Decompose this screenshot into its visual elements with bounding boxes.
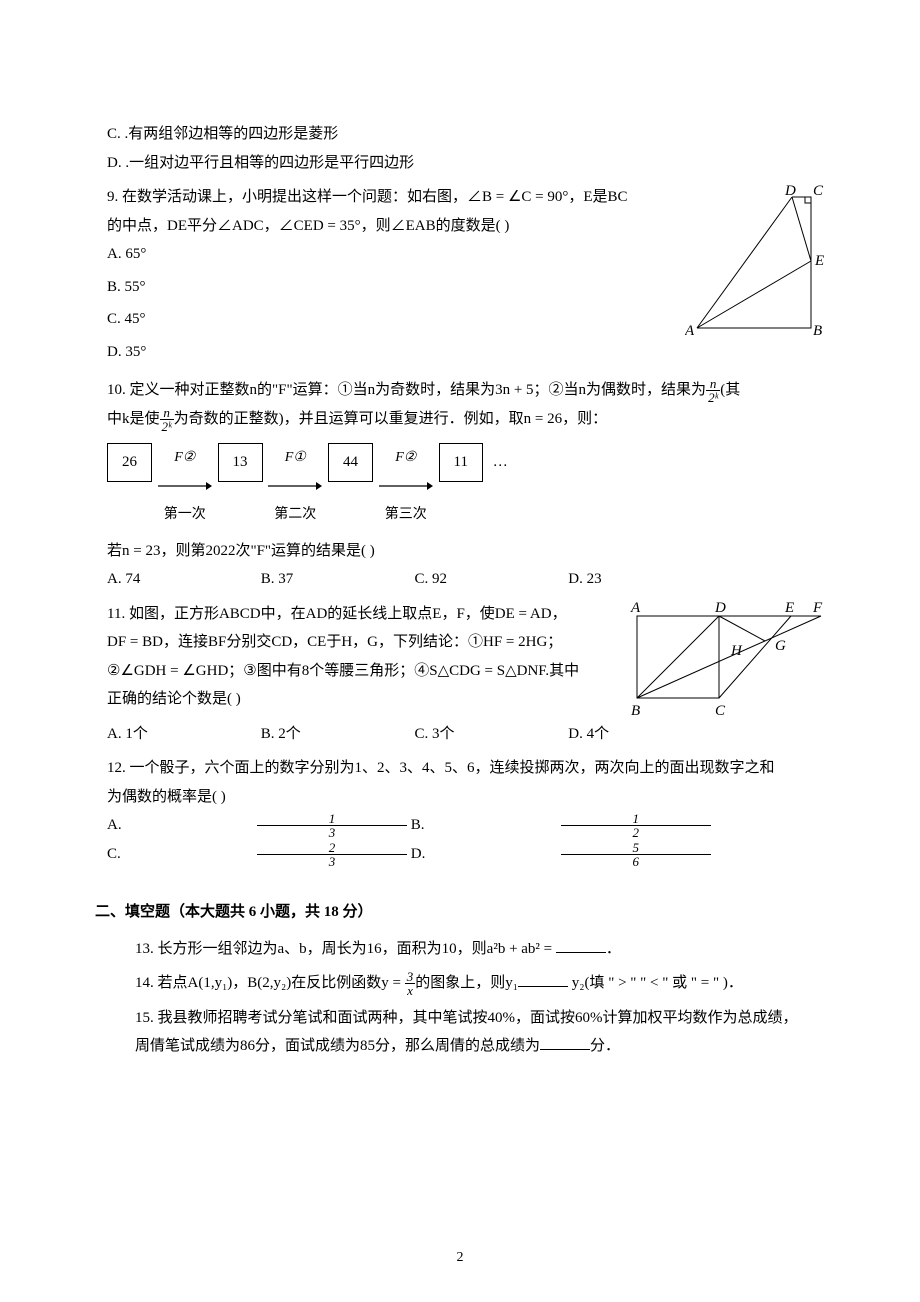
flow-box-3: 44: [328, 443, 373, 482]
q13-num: 13.: [135, 941, 154, 957]
q8-opt-c: C. .有两组邻边相等的四边形是菱形: [95, 120, 825, 149]
q10-frac2: n2ᵏ: [160, 406, 174, 433]
q10-stem-1b: (其: [720, 382, 740, 398]
svg-text:E: E: [784, 600, 794, 616]
svg-text:A: A: [685, 323, 695, 339]
q12-opt-c: C. 23: [107, 840, 407, 869]
q15-stem-2a: 周倩笔试成绩为86分，面试成绩为85分，那么周倩的总成绩为: [135, 1038, 540, 1054]
svg-text:B: B: [631, 703, 640, 719]
q9-num: 9.: [107, 189, 118, 205]
q11-opt-d: D. 4个: [568, 720, 718, 749]
page-number: 2: [0, 1245, 920, 1272]
q15-blank: [540, 1035, 590, 1050]
q15-stem-1: 我县教师招聘考试分笔试和面试两种，其中笔试按40%，面试按60%计算加权平均数作…: [158, 1010, 798, 1026]
section-2-title: 二、填空题（本大题共 6 小题，共 18 分）: [95, 898, 825, 927]
q11-opt-a: A. 1个: [107, 720, 257, 749]
q10-stem-2b: 为奇数的正整数)，并且运算可以重复进行．例如，取n = 26，则：: [174, 411, 607, 427]
q14-stem-a: 若点A(1,y₁)，B(2,y₂)在反比例函数y =: [158, 975, 405, 991]
q10-stem-3: 若n = 23，则第2022次"F"运算的结果是( ): [95, 537, 825, 566]
arrow-icon: [268, 481, 322, 491]
arrow-icon: [158, 481, 212, 491]
q10-opt-d: D. 23: [568, 565, 718, 594]
arrow-icon: [379, 481, 433, 491]
svg-text:H: H: [730, 643, 743, 659]
q10-opt-a: A. 74: [107, 565, 257, 594]
svg-text:C: C: [715, 703, 726, 719]
flow-box-1: 26: [107, 443, 152, 482]
q10-stem-1a: 定义一种对正整数n的"F"运算：①当n为奇数时，结果为3n + 5；②当n为偶数…: [130, 382, 707, 398]
q14-stem-b: 的图象上，则y₁: [415, 975, 518, 991]
q10-num: 10.: [107, 382, 126, 398]
q8-opt-d: D. .一组对边平行且相等的四边形是平行四边形: [95, 149, 825, 178]
q14-num: 14.: [135, 975, 154, 991]
svg-text:D: D: [714, 600, 726, 616]
q11-opt-c: C. 3个: [415, 720, 565, 749]
q9-stem-1: 在数学活动课上，小明提出这样一个问题：如右图，∠B = ∠C = 90°，E是B…: [122, 189, 628, 205]
q10-frac1: n2ᵏ: [706, 377, 720, 404]
svg-text:C: C: [813, 183, 824, 199]
q12-opt-d: D. 56: [411, 840, 711, 869]
q12-num: 12.: [107, 760, 126, 776]
q10-flow: 26 F② 第一次 13 F① 第二次 44 F② 第三次 11 …: [95, 433, 825, 537]
q10-stem-2a: 中k是使: [107, 411, 160, 427]
q11-stem-1: 如图，正方形ABCD中，在AD的延长线上取点E，F，使DE = AD，: [129, 606, 567, 622]
flow-box-2: 13: [218, 443, 263, 482]
svg-text:G: G: [775, 638, 786, 654]
q11-num: 11.: [107, 606, 125, 622]
flow-dots: …: [493, 454, 508, 470]
flow-box-4: 11: [439, 443, 483, 482]
q11-figure: A D E F H G B C: [625, 600, 825, 720]
q9-figure: D C E A B: [685, 183, 825, 343]
q13-stem-a: 长方形一组邻边为a、b，周长为16，面积为10，则a²b + ab² =: [158, 941, 556, 957]
q12-opt-b: B. 12: [411, 811, 711, 840]
q11-opt-b: B. 2个: [261, 720, 411, 749]
q14-stem-c: y₂(填 " > " " < " 或 " = " )．: [568, 975, 743, 991]
svg-text:F: F: [812, 600, 823, 616]
svg-text:B: B: [813, 323, 822, 339]
svg-text:A: A: [630, 600, 641, 616]
q13-stem-b: ．: [606, 941, 621, 957]
q14-frac: 3x: [405, 970, 416, 997]
q13-blank: [556, 938, 606, 953]
q14-blank: [518, 972, 568, 987]
q12-opt-a: A. 13: [107, 811, 407, 840]
q10-opt-b: B. 37: [261, 565, 411, 594]
q12-stem-1: 一个骰子，六个面上的数字分别为1、2、3、4、5、6，连续投掷两次，两次向上的面…: [130, 760, 775, 776]
svg-text:E: E: [814, 253, 824, 269]
q15-stem-2b: 分．: [590, 1038, 620, 1054]
q10-opt-c: C. 92: [415, 565, 565, 594]
q15-num: 15.: [135, 1010, 154, 1026]
q12-stem-2: 为偶数的概率是( ): [95, 783, 825, 812]
